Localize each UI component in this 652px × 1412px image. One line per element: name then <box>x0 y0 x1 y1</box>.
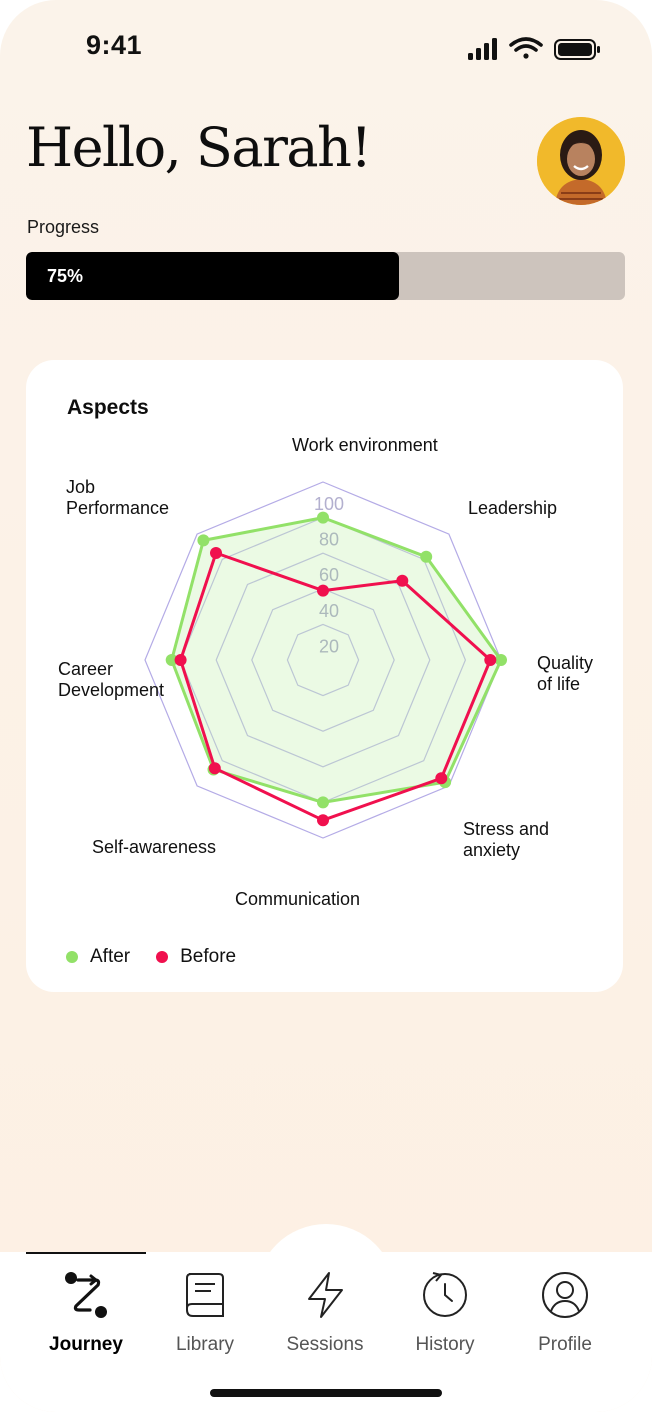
wifi-icon <box>509 37 543 59</box>
radar-data-point <box>210 547 222 559</box>
legend-item-after: After <box>66 946 130 968</box>
lightning-icon <box>308 1272 343 1318</box>
legend-item-before: Before <box>156 946 236 968</box>
tab-label: Library <box>175 1334 235 1355</box>
legend-label-before: Before <box>180 946 237 967</box>
aspects-card: Aspects 20 40 60 80 100 Work environment Lea… <box>26 360 623 992</box>
axis-label-line: Career <box>58 659 114 679</box>
radar-series-after <box>165 511 507 809</box>
page-title: Hello, Sarah! <box>26 116 372 179</box>
radar-grid-ring <box>215 552 431 768</box>
book-icon <box>186 1273 224 1317</box>
axis-label-job-performance: Job Performance <box>66 477 169 519</box>
radar-data-point <box>495 654 507 666</box>
axis-label-line: Development <box>58 680 165 700</box>
avatar-portrait <box>537 117 625 205</box>
radar-grid-ring <box>144 481 502 839</box>
radar-data-point <box>484 654 497 666</box>
tab-library[interactable]: Library <box>145 1270 265 1356</box>
status-icons <box>468 37 600 60</box>
progress-label: Progress <box>27 217 100 237</box>
radar-tick-label: 20 <box>319 636 339 656</box>
progress-bar-fill <box>26 252 400 300</box>
tab-history[interactable]: History <box>385 1270 505 1356</box>
radar-data-point <box>317 814 329 827</box>
tab-profile[interactable]: Profile <box>505 1270 625 1356</box>
radar-data-point <box>420 550 433 563</box>
axis-label-line: Stress and <box>463 819 550 839</box>
radar-data-point <box>396 574 409 587</box>
axis-label-line: Quality <box>537 653 594 673</box>
axis-label-line: Performance <box>66 498 170 518</box>
radar-tick-labels: 20 40 60 80 100 <box>314 494 344 656</box>
clock-icon <box>423 1272 467 1317</box>
user-icon <box>542 1272 588 1318</box>
tab-label: Profile <box>538 1334 592 1355</box>
radar-series-before <box>174 547 497 827</box>
tab-label: Journey <box>49 1334 123 1355</box>
axis-label-line: Job <box>66 477 96 497</box>
home-indicator <box>210 1389 442 1397</box>
tab-label: Sessions <box>286 1334 364 1355</box>
radar-tick-label: 100 <box>314 494 344 514</box>
axis-label-line: anxiety <box>463 840 521 860</box>
avatar[interactable] <box>537 117 625 205</box>
radar-grid-ring <box>251 588 395 732</box>
active-tab-indicator <box>26 1252 146 1254</box>
radar-series-line <box>170 516 503 804</box>
cellular-signal-icon <box>468 38 497 60</box>
chart-legend: After Before <box>66 946 262 968</box>
radar-data-point <box>317 511 329 524</box>
axis-label-stress-and-anxiety: Stress and anxiety <box>463 819 549 861</box>
radar-data-point <box>317 796 329 809</box>
axis-label-career-development: Career Development <box>58 659 164 701</box>
tab-sessions[interactable]: Sessions <box>265 1270 385 1356</box>
progress-value: 75% <box>47 266 84 286</box>
radar-data-point <box>208 762 221 775</box>
legend-dot-before <box>156 951 169 963</box>
status-time: 9:41 <box>86 30 143 60</box>
radar-data-point <box>317 584 329 597</box>
radar-data-point <box>435 772 448 785</box>
radar-tick-label: 60 <box>319 565 339 585</box>
radar-grid-ring <box>286 623 360 697</box>
tab-journey[interactable]: Journey <box>26 1270 146 1356</box>
aspects-title: Aspects <box>67 396 149 419</box>
axis-label-work-environment: Work environment <box>292 435 438 455</box>
axis-label-communication: Communication <box>235 889 361 909</box>
axis-label-self-awareness: Self-awareness <box>92 837 217 857</box>
axis-label-quality-of-life: Quality of life <box>537 653 593 695</box>
progress-bar: 75% <box>26 252 625 300</box>
axis-label-leadership: Leadership <box>468 498 558 518</box>
radar-chart: 20 40 60 80 100 <box>144 481 507 839</box>
legend-label-after: After <box>90 946 131 967</box>
radar-tick-label: 80 <box>319 530 339 550</box>
journey-icon <box>65 1272 107 1318</box>
radar-tick-label: 40 <box>319 601 339 621</box>
axis-label-line: of life <box>537 674 581 694</box>
radar-data-point <box>174 654 187 666</box>
radar-series <box>165 511 507 827</box>
battery-icon <box>554 39 600 60</box>
tab-label: History <box>415 1334 475 1355</box>
radar-data-point <box>197 534 210 547</box>
radar-data-point <box>165 654 178 666</box>
legend-dot-after <box>66 951 78 963</box>
